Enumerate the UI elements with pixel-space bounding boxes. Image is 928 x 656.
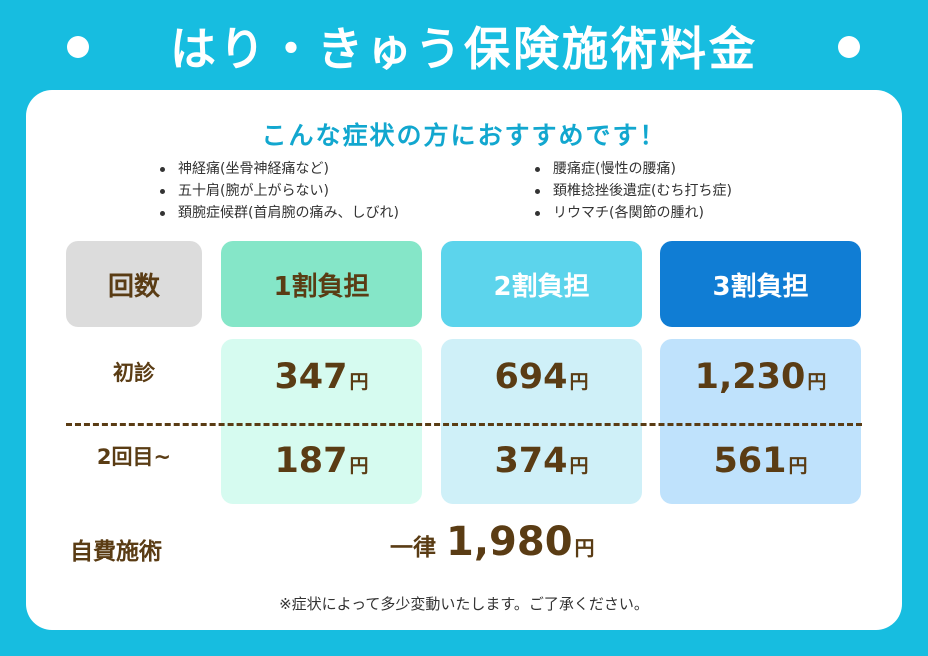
self-pay-label: 自費施術 bbox=[70, 539, 162, 565]
self-pay-price: 一律 1,980 円 bbox=[390, 519, 650, 565]
page-title: はり・きゅう保険施術料金 bbox=[170, 22, 758, 76]
row-label-second-visit: 2回目~ bbox=[96, 445, 172, 469]
header-30pct: 3割負担 bbox=[660, 241, 861, 327]
price-first-10pct: 347 円 bbox=[274, 357, 369, 397]
symptom-list-left: 神経痛(坐骨神経痛など) 五十肩(腕が上がらない) 頚腕症候群(首肩腕の痛み、し… bbox=[158, 158, 399, 224]
yen-unit: 円 bbox=[574, 536, 595, 560]
recommend-heading: こんな症状の方におすすめです！ bbox=[261, 121, 667, 150]
title-dot-right bbox=[838, 36, 860, 58]
symptom-item: 頚腕症候群(首肩腕の痛み、しびれ) bbox=[158, 202, 399, 224]
row-divider bbox=[66, 423, 862, 426]
yen-unit: 円 bbox=[349, 371, 369, 393]
header-20pct: 2割負担 bbox=[441, 241, 642, 327]
symptom-item: 頚椎捻挫後遺症(むち打ち症) bbox=[533, 180, 732, 202]
yen-unit: 円 bbox=[788, 455, 808, 477]
flat-rate-prefix: 一律 bbox=[390, 535, 436, 561]
symptom-item: リウマチ(各関節の腫れ) bbox=[533, 202, 732, 224]
footnote: ※症状によって多少変動いたします。ご了承ください。 bbox=[279, 595, 649, 613]
symptom-item: 五十肩(腕が上がらない) bbox=[158, 180, 399, 202]
symptom-list-right: 腰痛症(慢性の腰痛) 頚椎捻挫後遺症(むち打ち症) リウマチ(各関節の腫れ) bbox=[533, 158, 732, 224]
self-pay-amount: 1,980 bbox=[446, 519, 573, 565]
yen-unit: 円 bbox=[569, 455, 589, 477]
column-20pct bbox=[441, 339, 642, 504]
yen-unit: 円 bbox=[807, 371, 827, 393]
symptom-item: 神経痛(坐骨神経痛など) bbox=[158, 158, 399, 180]
column-10pct bbox=[221, 339, 422, 504]
price-second-30pct: 561 円 bbox=[713, 441, 808, 481]
header-visit-count: 回数 bbox=[66, 241, 202, 327]
header-10pct: 1割負担 bbox=[221, 241, 422, 327]
symptom-item: 腰痛症(慢性の腰痛) bbox=[533, 158, 732, 180]
price-first-30pct: 1,230 円 bbox=[694, 357, 827, 397]
row-label-first-visit: 初診 bbox=[113, 361, 155, 385]
title-dot-left bbox=[67, 36, 89, 58]
yen-unit: 円 bbox=[569, 371, 589, 393]
column-30pct bbox=[660, 339, 861, 504]
price-second-20pct: 374 円 bbox=[494, 441, 589, 481]
price-first-20pct: 694 円 bbox=[494, 357, 589, 397]
yen-unit: 円 bbox=[349, 455, 369, 477]
price-second-10pct: 187 円 bbox=[274, 441, 369, 481]
